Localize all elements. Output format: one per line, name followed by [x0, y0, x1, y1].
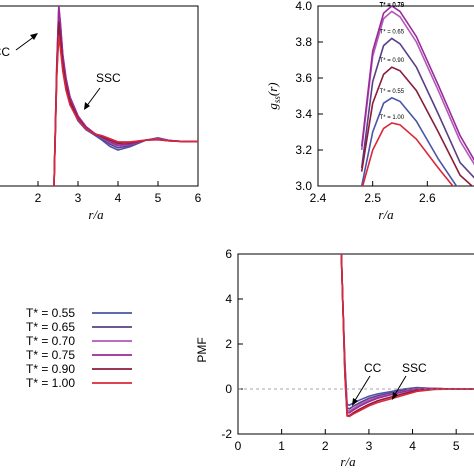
panel2-series-5: [360, 66, 474, 186]
legend-label-6: T* = 1.00: [26, 376, 75, 390]
panel1-series-3: [53, 7, 198, 186]
panel2-series-4: [360, 6, 474, 162]
legend-label-3: T* = 0.70: [26, 334, 75, 348]
panel1-series-4: [53, 6, 198, 186]
panel1-cc-arrowhead: [30, 33, 38, 40]
panel2-inline-labels: T* = 0.75T* = 0.70 T* = 0.65 T* = 0.90 T* =…: [380, 2, 405, 121]
panel2-ytick-label-4: 3.8: [295, 35, 312, 49]
panel2-inline-label-2: T* = 0.70: [380, 2, 405, 8]
panel3-xlabel: r/a: [340, 454, 356, 469]
panel3-ytick-label-0: -2: [221, 427, 232, 441]
legend-label-5: T* = 0.90: [26, 362, 75, 376]
panel1-ssc-label: SSC: [96, 71, 121, 85]
panel3-xtick-label-4: 4: [409, 439, 416, 453]
panel2-ytick-label-2: 3.4: [295, 107, 312, 121]
panel2-ylabel: gss(r): [265, 82, 282, 109]
panel1-xtick-label-1: 3: [75, 191, 82, 205]
panel2-ytick-label-3: 3.6: [295, 71, 312, 85]
panel1-cc-label: CC: [0, 45, 10, 59]
panel2-xtick-label-0: 2.4: [310, 191, 327, 205]
panel2-series-6: [361, 122, 454, 186]
panel3-xtick-label-5: 5: [453, 439, 460, 453]
panel3-series: [340, 254, 474, 418]
panel3-cc-arrowhead: [352, 398, 358, 406]
panel1-ssc-arrow: [85, 87, 101, 108]
panel3-cc-label: CC: [364, 361, 382, 375]
panel1-series: [53, 6, 198, 186]
panel2-ticks: 2.42.52.62.73.03.23.43.63.84.0: [295, 0, 474, 205]
panel3-ytick-label-2: 2: [225, 337, 232, 351]
panel2-inline-label-5: T* = 0.55: [380, 89, 405, 95]
panel3-series-2: [340, 254, 474, 410]
panel1-xtick-label-4: 6: [195, 191, 202, 205]
panel1-ssc-arrowhead: [84, 102, 90, 110]
panel2-inline-label-3: T* = 0.65: [380, 29, 405, 35]
panel2-inline-label-6: T* = 1.00: [380, 115, 405, 121]
panel3-series-6: [340, 254, 474, 418]
panel-top-left: 2 3 4 5 6 r/a CC SSC: [0, 5, 202, 222]
panel1-xtick-label-0: 2: [35, 191, 42, 205]
panel2-frame: [317, 5, 474, 187]
panel1-series-6: [53, 35, 198, 186]
panel1-series-5: [53, 21, 198, 186]
panel2-ytick-label-5: 4.0: [295, 0, 312, 13]
panel3-series-3: [340, 254, 474, 412]
panel1-cc-arrow: [15, 35, 36, 51]
panel3-xtick-label-2: 2: [322, 439, 329, 453]
panel3-cc-arrow: [353, 375, 371, 403]
panel2-series-3: [360, 10, 474, 166]
panel1-xtick-label-2: 4: [115, 191, 122, 205]
panel3-series-1: [340, 254, 474, 407]
panel2-xlabel: r/a: [378, 207, 394, 222]
panel2-inline-label-4: T* = 0.90: [380, 58, 405, 64]
panel1-xlabel: r/a: [88, 207, 104, 222]
panel2-ytick-label-1: 3.2: [295, 143, 312, 157]
panel2-ytick-label-0: 3.0: [295, 179, 312, 193]
legend-label-2: T* = 0.65: [26, 320, 75, 334]
panel2-inline-label-1: T* = 0.75: [380, 3, 405, 9]
panel1-ticks: 2 3 4 5 6: [15, 33, 202, 205]
legend-label-4: T* = 0.75: [26, 348, 75, 362]
panel3-ytick-label-4: 6: [225, 247, 232, 261]
panel1-series-2: [53, 14, 198, 186]
panel1-xtick-label-3: 5: [155, 191, 162, 205]
panel3-ylabel: PMF: [195, 337, 209, 362]
panel2-series-1: [360, 96, 458, 186]
panel3-xtick-label-3: 3: [366, 439, 373, 453]
panel3-ssc-label: SSC: [402, 361, 427, 375]
panel2-series-2: [360, 37, 474, 179]
panel3-xtick-label-0: 0: [235, 439, 242, 453]
panel2-xtick-label-1: 2.5: [364, 191, 381, 205]
panel3-ssc-arrow: [393, 375, 407, 397]
panel-top-right: 2.42.52.62.73.03.23.43.63.84.0 r/a gss(r…: [265, 0, 474, 222]
panel3-xtick-label-1: 1: [278, 439, 285, 453]
panel1-series-1: [53, 28, 198, 186]
legend: T* = 0.55T* = 0.65T* = 0.70T* = 0.75T* =…: [26, 306, 132, 390]
panel3-series-4: [340, 254, 474, 414]
panel3-ytick-label-3: 4: [225, 292, 232, 306]
legend-label-1: T* = 0.55: [26, 306, 75, 320]
panel2-series: [360, 6, 474, 186]
panel3-ssc-arrowhead: [392, 392, 398, 400]
panel2-xtick-label-2: 2.6: [419, 191, 436, 205]
panel3-ytick-label-1: 0: [225, 382, 232, 396]
panel1-frame: [0, 5, 199, 187]
